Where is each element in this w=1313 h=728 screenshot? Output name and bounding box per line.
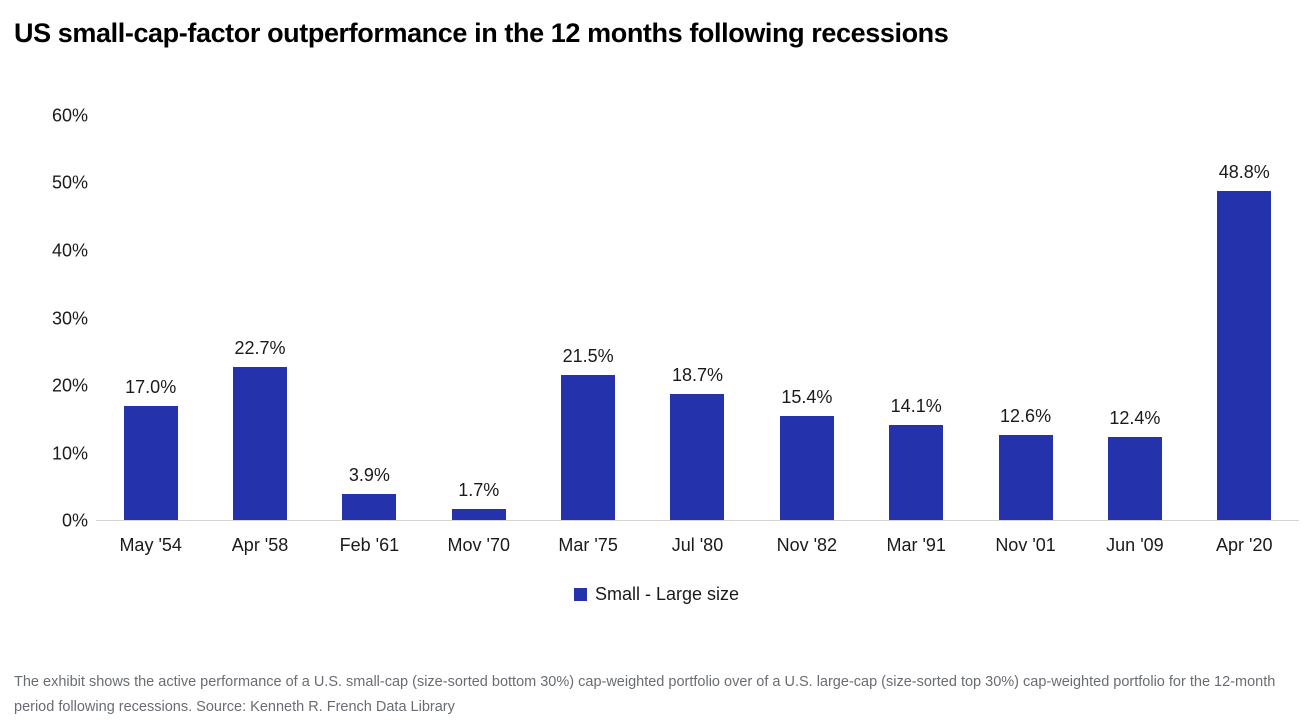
y-tick-label: 10% (51, 443, 88, 463)
y-tick-label: 60% (51, 105, 88, 126)
bar-value-label: 15.4% (781, 387, 833, 408)
bar-value-label: 17.0% (125, 376, 177, 397)
chart-title: US small-cap-factor outperformance in th… (14, 18, 949, 48)
bar (342, 493, 397, 520)
x-axis-label: Mar '75 (558, 535, 618, 555)
plot-area: 17.0% 22.7% 3.9% 1.7% 21.5% 18.7% 15.4% 14.1% 12… (96, 116, 1299, 521)
bar-group: 15.4% (752, 116, 861, 520)
bar (451, 508, 506, 520)
bar-group: 1.7% (424, 116, 533, 520)
x-axis-label: Nov '01 (995, 535, 1056, 555)
x-axis-label: Mov '70 (447, 535, 510, 555)
bar-group: 3.9% (315, 116, 424, 520)
y-tick-label: 40% (51, 240, 88, 261)
bar (779, 416, 834, 520)
x-axis-label: Jun '09 (1106, 535, 1164, 555)
bar-group: 12.4% (1080, 116, 1189, 520)
plot-wrap: 17.0% 22.7% 3.9% 1.7% 21.5% 18.7% 15.4% 14.1% 12… (96, 116, 1299, 556)
bar-group: 48.8% (1190, 116, 1299, 520)
bar-value-label: 12.4% (1109, 407, 1161, 428)
bar-value-label: 3.9% (348, 464, 390, 485)
y-tick-label: 30% (51, 308, 88, 328)
y-axis: 60% 50% 40% 30% 20% 10% 0% (14, 106, 96, 531)
legend-swatch-icon (573, 588, 587, 601)
bar-value-label: 48.8% (1218, 162, 1270, 183)
bar (561, 375, 616, 520)
x-axis-label: May '54 (119, 535, 182, 555)
y-tick-label: 20% (51, 375, 88, 396)
bar-chart: 60% 50% 40% 30% 20% 10% 0% 17.0% 22.7% 3.9% 1.7% 2… (14, 106, 1299, 556)
legend: Small - Large size (14, 584, 1299, 605)
x-axis-label: Apr '20 (1216, 535, 1273, 555)
x-axis-label: Apr '58 (231, 535, 289, 555)
bar-value-label: 1.7% (458, 479, 500, 500)
legend-label: Small - Large size (594, 584, 740, 604)
bar-group: 17.0% (96, 116, 205, 520)
y-tick-label: 0% (61, 510, 88, 531)
bar-value-label: 22.7% (234, 338, 286, 359)
bar-group: 22.7% (205, 116, 314, 520)
bar (233, 367, 288, 520)
bar (1107, 436, 1162, 520)
y-tick-label: 50% (51, 172, 88, 193)
bar (889, 425, 944, 520)
x-axis-label: Nov '82 (776, 535, 838, 555)
footnote: The exhibit shows the active performance… (14, 674, 1276, 715)
x-axis-label: Mar '91 (886, 535, 946, 555)
bar-value-label: 21.5% (562, 346, 614, 367)
bar (1217, 191, 1272, 520)
bar-group: 12.6% (971, 116, 1080, 520)
x-axis-label: Jul '80 (671, 535, 724, 555)
bar (998, 435, 1053, 520)
bar-group: 21.5% (533, 116, 642, 520)
bar (670, 394, 725, 520)
bar-value-label: 14.1% (890, 396, 942, 417)
bar (123, 405, 178, 520)
x-axis: May '54 Apr '58 Feb '61 Mov '70 Mar '75 Jul '… (96, 535, 1299, 556)
bar-group: 18.7% (643, 116, 752, 520)
x-axis-label: Feb '61 (339, 535, 400, 555)
bar-value-label: 18.7% (671, 365, 723, 386)
bar-group: 14.1% (862, 116, 971, 520)
bar-value-label: 12.6% (1000, 406, 1052, 427)
